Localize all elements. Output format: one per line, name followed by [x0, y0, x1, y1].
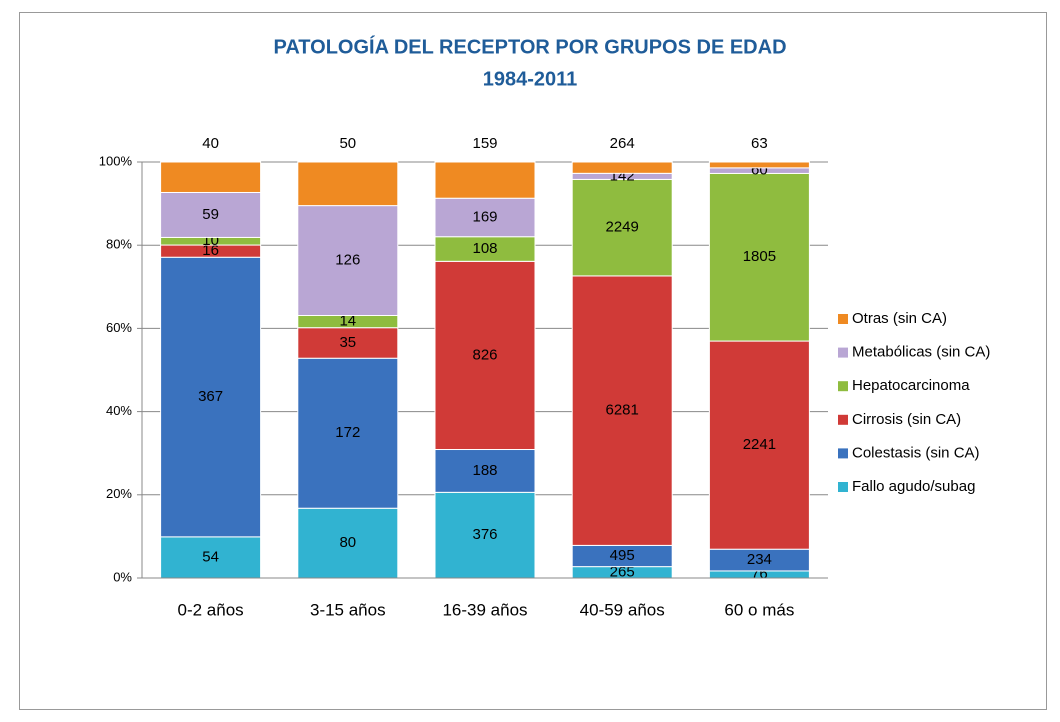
data-label: 188: [472, 462, 497, 479]
data-label: 376: [472, 526, 497, 543]
bar-segment: [571, 275, 673, 546]
data-label: 367: [198, 388, 223, 405]
bar-segment: [708, 172, 810, 342]
data-label: 63: [751, 135, 768, 152]
chart-subtitle: 1984-2011: [483, 68, 578, 90]
legend-label: Metabólicas (sin CA): [852, 344, 990, 361]
data-label: 14: [339, 313, 356, 330]
bar-segment: [297, 507, 399, 579]
bar-segment: [434, 260, 536, 451]
legend-swatch: [838, 448, 848, 459]
x-tick-label: 60 o más: [724, 600, 794, 619]
bar-segment: [160, 256, 262, 538]
data-label: 159: [472, 135, 497, 152]
data-label: 108: [472, 240, 497, 257]
bar-segment: [708, 340, 810, 550]
bar-segment: [434, 197, 536, 238]
bar-segment: [297, 161, 399, 207]
bar-segment: [160, 161, 262, 193]
legend-label: Hepatocarcinoma: [852, 377, 970, 394]
bar-segment: [297, 205, 399, 316]
legend-label: Fallo agudo/subag: [852, 478, 975, 495]
bar-segment: [297, 357, 399, 509]
data-label: 80: [339, 534, 356, 551]
x-tick-label: 3-15 años: [310, 600, 386, 619]
bar-segment: [708, 161, 810, 169]
data-label: 126: [335, 252, 360, 269]
data-label: 6281: [606, 402, 639, 419]
chart-title: PATOLOGÍA DEL RECEPTOR POR GRUPOS DE EDA…: [273, 35, 786, 58]
data-label: 35: [339, 334, 356, 351]
bar-segment: [571, 178, 673, 277]
x-tick-label: 40-59 años: [580, 600, 665, 619]
bar-segment: [434, 449, 536, 493]
y-tick-label: 0%: [113, 569, 132, 584]
bar-segment: [434, 236, 536, 262]
y-tick-label: 100%: [99, 153, 133, 168]
y-tick-label: 40%: [106, 403, 132, 418]
data-label: 264: [610, 135, 635, 152]
x-tick-label: 16-39 años: [442, 600, 527, 619]
legend-swatch: [838, 414, 848, 425]
data-label: 265: [610, 563, 635, 580]
data-label: 40: [202, 135, 219, 152]
legend-label: Cirrosis (sin CA): [852, 411, 961, 428]
bar-segment: [434, 161, 536, 199]
legend-swatch: [838, 347, 848, 358]
bar-segment: [297, 327, 399, 359]
legend-label: Otras (sin CA): [852, 310, 947, 327]
y-tick-label: 80%: [106, 237, 132, 252]
data-label: 54: [202, 548, 219, 565]
data-label: 16: [202, 242, 219, 259]
data-label: 1805: [743, 248, 776, 265]
data-label: 169: [472, 208, 497, 225]
data-label: 826: [472, 346, 497, 363]
y-tick-label: 60%: [106, 320, 132, 335]
legend-swatch: [838, 482, 848, 492]
legend-swatch: [838, 381, 848, 392]
data-label: 50: [339, 135, 356, 152]
data-label: 2241: [743, 436, 776, 453]
data-label: 234: [747, 551, 772, 568]
data-label: 172: [335, 424, 360, 441]
legend-swatch: [838, 314, 848, 324]
legend-label: Colestasis (sin CA): [852, 444, 980, 461]
x-tick-label: 0-2 años: [178, 600, 244, 619]
data-label: 495: [610, 547, 635, 564]
y-tick-label: 20%: [106, 486, 132, 501]
bar-segment: [434, 491, 536, 579]
bar-segment: [571, 161, 673, 174]
data-label: 2249: [606, 219, 639, 236]
data-label: 59: [202, 206, 219, 223]
